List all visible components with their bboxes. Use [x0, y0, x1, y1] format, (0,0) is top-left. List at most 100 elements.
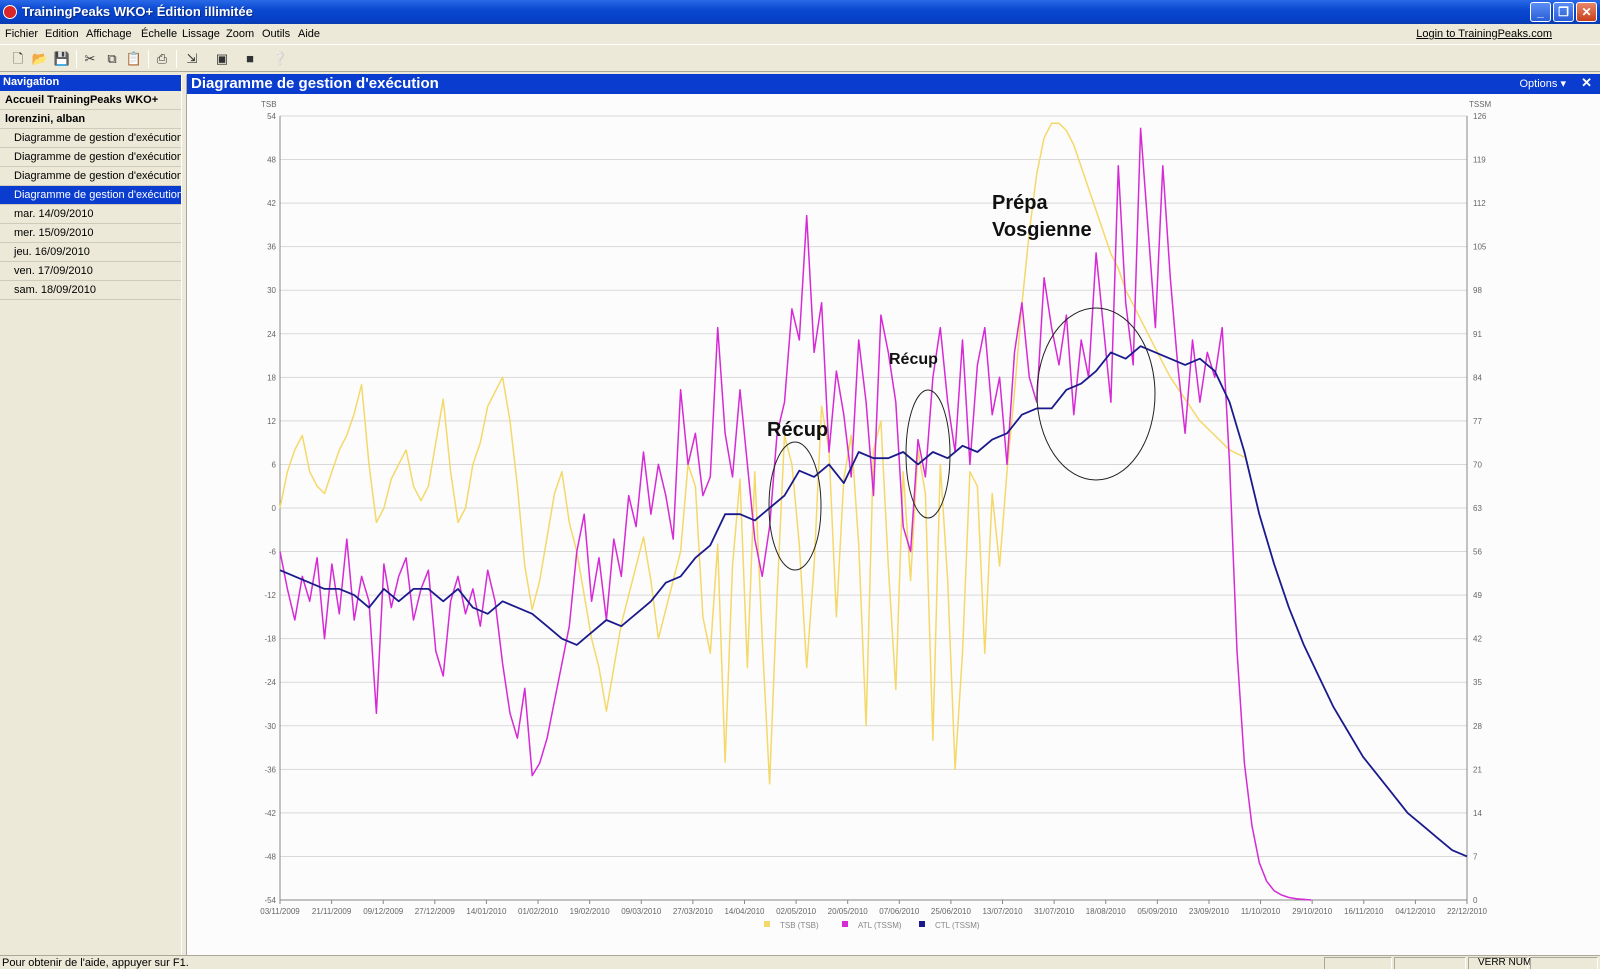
y-right-tick-label: 105 [1473, 243, 1487, 252]
paste-icon[interactable]: 📋 [125, 51, 143, 66]
x-tick-label: 27/03/2010 [673, 907, 714, 916]
y-right-tick-label: 42 [1473, 635, 1482, 644]
x-tick-label: 09/03/2010 [621, 907, 662, 916]
x-tick-label: 23/09/2010 [1189, 907, 1230, 916]
toolbar: 🗋 📂 💾 ✂ ⧉ 📋 ⎙ ⇲ ▣ ■ ❔ [0, 44, 1600, 72]
maximize-button[interactable]: ❐ [1553, 2, 1574, 22]
nav-item-chart-1[interactable]: Diagramme de gestion d'exécution [0, 129, 183, 148]
x-tick-label: 02/05/2010 [776, 907, 817, 916]
y-left-tick-label: -36 [264, 765, 276, 774]
y-right-tick-label: 98 [1473, 286, 1482, 295]
y-right-tick-label: 56 [1473, 548, 1482, 557]
y-left-tick-label: 12 [267, 417, 276, 426]
panel-close-icon[interactable]: ✕ [1581, 75, 1592, 90]
panel-splitter[interactable] [181, 75, 187, 955]
login-link[interactable]: Login to TrainingPeaks.com [1416, 28, 1552, 40]
annotation-label: Récup [767, 419, 828, 441]
legend-label: TSB (TSB) [780, 921, 819, 930]
y-left-tick-label: 18 [267, 373, 276, 382]
menu-echelle[interactable]: Échelle [141, 28, 178, 40]
x-tick-label: 04/12/2010 [1395, 907, 1436, 916]
performance-management-chart: 544842363024181260-6-12-18-24-30-36-42-4… [260, 100, 1492, 930]
chart-panel-header: Diagramme de gestion d'exécution Options… [187, 74, 1600, 94]
title-bar: TrainingPeaks WKO+ Édition illimitée _ ❐… [0, 0, 1600, 24]
minimize-button[interactable]: _ [1530, 2, 1551, 22]
navigation-header: Navigation [0, 75, 181, 91]
nav-item-date[interactable]: mer. 15/09/2010 [0, 224, 181, 243]
x-tick-label: 05/09/2010 [1137, 907, 1178, 916]
x-tick-label: 21/11/2009 [312, 907, 352, 916]
nav-item-home[interactable]: Accueil TrainingPeaks WKO+ [0, 91, 181, 110]
menu-edition[interactable]: Edition [45, 28, 79, 40]
cut-icon[interactable]: ✂ [84, 51, 96, 66]
chart-panel-title: Diagramme de gestion d'exécution [191, 75, 439, 92]
series-line-ctl [279, 345, 1468, 858]
legend-label: ATL (TSSM) [858, 921, 902, 930]
nav-item-date[interactable]: mar. 14/09/2010 [0, 205, 181, 224]
status-bar: Pour obtenir de l'aide, appuyer sur F1. … [0, 955, 1600, 969]
print-icon[interactable]: ⎙ [156, 51, 168, 66]
save-icon[interactable]: 💾 [53, 51, 71, 66]
y-left-tick-label: 30 [267, 286, 276, 295]
x-tick-label: 13/07/2010 [982, 907, 1023, 916]
y-right-tick-label: 28 [1473, 722, 1482, 731]
menu-affichage[interactable]: Affichage [86, 28, 132, 40]
nav-item-chart-2[interactable]: Diagramme de gestion d'exécution [0, 148, 183, 167]
y-left-tick-label: -24 [264, 678, 276, 687]
y-left-tick-label: 0 [272, 504, 277, 513]
menu-outils[interactable]: Outils [262, 28, 291, 40]
legend-label: CTL (TSSM) [935, 921, 980, 930]
series-line-tsb [279, 122, 1245, 785]
y-left-tick-label: -48 [264, 852, 276, 861]
nav-item-athlete[interactable]: lorenzini, alban [0, 110, 181, 129]
y-right-tick-label: 77 [1473, 417, 1482, 426]
stop-icon[interactable]: ■ [246, 51, 254, 66]
annotation-label: Récup [889, 351, 938, 368]
legend-swatch [919, 921, 925, 927]
options-dropdown[interactable]: Options ▾ [1519, 78, 1567, 90]
annotation-circle [905, 389, 951, 519]
menu-zoom[interactable]: Zoom [226, 28, 255, 40]
device-icon[interactable]: ▣ [215, 51, 229, 66]
x-tick-label: 18/08/2010 [1086, 907, 1127, 916]
nav-item-chart-4-selected[interactable]: Diagramme de gestion d'exécution [0, 186, 183, 205]
y-right-tick-label: 0 [1473, 896, 1478, 905]
annotation-label: Prépa [992, 192, 1048, 214]
x-tick-label: 03/11/2009 [260, 907, 300, 916]
legend-swatch [764, 921, 770, 927]
x-tick-label: 14/04/2010 [724, 907, 765, 916]
x-tick-label: 25/06/2010 [931, 907, 972, 916]
x-tick-label: 01/02/2010 [518, 907, 559, 916]
x-tick-label: 14/01/2010 [466, 907, 507, 916]
menu-fichier[interactable]: Fichier [5, 28, 39, 40]
menu-bar: Fichier Edition Affichage Échelle Lissag… [0, 24, 1600, 44]
menu-aide[interactable]: Aide [298, 28, 321, 40]
nav-item-date[interactable]: sam. 18/09/2010 [0, 281, 181, 300]
menu-lissage[interactable]: Lissage [182, 28, 220, 40]
y-left-tick-label: -42 [264, 809, 276, 818]
y-left-tick-label: -6 [269, 548, 277, 557]
y-right-tick-label: 112 [1473, 199, 1486, 208]
y-right-tick-label: 14 [1473, 809, 1482, 818]
y-right-tick-label: 119 [1473, 156, 1486, 165]
open-folder-icon[interactable]: 📂 [31, 51, 49, 66]
y-right-tick-label: 35 [1473, 678, 1482, 687]
close-button[interactable]: ✕ [1576, 2, 1597, 22]
import-icon[interactable]: ⇲ [186, 51, 198, 66]
y-right-axis-label: TSSM [1469, 100, 1492, 109]
status-help-text: Pour obtenir de l'aide, appuyer sur F1. [2, 957, 189, 969]
copy-icon[interactable]: ⧉ [107, 51, 117, 66]
legend-swatch [842, 921, 848, 927]
new-file-icon[interactable]: 🗋 [12, 51, 24, 66]
y-left-tick-label: 42 [267, 199, 276, 208]
nav-item-date[interactable]: jeu. 16/09/2010 [0, 243, 181, 262]
x-tick-label: 20/05/2010 [828, 907, 869, 916]
help-icon[interactable]: ❔ [271, 51, 289, 66]
x-tick-label: 11/10/2010 [1241, 907, 1281, 916]
y-left-tick-label: -18 [264, 635, 276, 644]
annotation-circle [1036, 307, 1156, 481]
nav-item-chart-3[interactable]: Diagramme de gestion d'exécution [0, 167, 183, 186]
app-logo-icon [3, 5, 17, 19]
x-tick-label: 19/02/2010 [570, 907, 611, 916]
nav-item-date[interactable]: ven. 17/09/2010 [0, 262, 181, 281]
